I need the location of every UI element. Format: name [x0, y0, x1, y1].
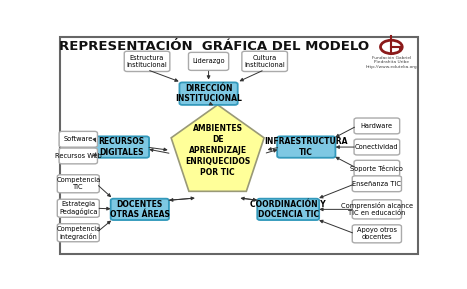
- FancyBboxPatch shape: [354, 139, 400, 155]
- Text: RECURSOS
DIGITALES: RECURSOS DIGITALES: [99, 137, 145, 157]
- Text: Apoyo otros
docentes: Apoyo otros docentes: [357, 227, 397, 240]
- FancyBboxPatch shape: [59, 148, 98, 164]
- Text: Competencia
TIC: Competencia TIC: [56, 177, 100, 190]
- Text: Estrategia
Pedagógica: Estrategia Pedagógica: [59, 201, 98, 215]
- FancyBboxPatch shape: [57, 175, 99, 193]
- FancyBboxPatch shape: [354, 118, 400, 134]
- Text: Comprensión alcance
TIC en educación: Comprensión alcance TIC en educación: [341, 202, 413, 216]
- Text: Competencia
integración: Competencia integración: [56, 226, 100, 240]
- FancyBboxPatch shape: [352, 200, 402, 219]
- FancyBboxPatch shape: [111, 199, 169, 220]
- Text: Fundación Gabriel
Piedrahita Uribe
http://www.eduteka.org: Fundación Gabriel Piedrahita Uribe http:…: [366, 56, 417, 69]
- Text: Conectividad: Conectividad: [355, 144, 399, 150]
- FancyBboxPatch shape: [277, 136, 335, 158]
- Text: INFRAESTRUCTURA
TIC: INFRAESTRUCTURA TIC: [264, 137, 348, 157]
- FancyBboxPatch shape: [352, 225, 402, 243]
- FancyBboxPatch shape: [242, 51, 288, 71]
- Text: COORDINACIÓN Y
DOCENCIA TIC: COORDINACIÓN Y DOCENCIA TIC: [250, 200, 326, 219]
- Text: Software: Software: [64, 136, 93, 142]
- Text: Hardware: Hardware: [361, 123, 393, 129]
- Text: Liderazgo: Liderazgo: [192, 58, 225, 64]
- Text: AMBIENTES
DE
APRENDIZAJE
ENRIQUECIDOS
POR TIC: AMBIENTES DE APRENDIZAJE ENRIQUECIDOS PO…: [185, 124, 250, 177]
- FancyBboxPatch shape: [257, 199, 319, 220]
- FancyBboxPatch shape: [94, 136, 149, 158]
- Text: Cultura
Institucional: Cultura Institucional: [244, 55, 285, 68]
- Text: DIRECCIÓN
INSTITUCIONAL: DIRECCIÓN INSTITUCIONAL: [175, 84, 242, 103]
- FancyBboxPatch shape: [189, 52, 229, 71]
- Polygon shape: [171, 105, 264, 191]
- FancyBboxPatch shape: [57, 199, 99, 217]
- FancyBboxPatch shape: [354, 160, 400, 176]
- FancyBboxPatch shape: [124, 51, 170, 71]
- FancyBboxPatch shape: [352, 176, 402, 192]
- Text: Enseñanza TIC: Enseñanza TIC: [353, 181, 401, 187]
- Text: REPRESENTACIÓN  GRÁFICA DEL MODELO: REPRESENTACIÓN GRÁFICA DEL MODELO: [59, 40, 369, 53]
- Text: Estructura
Institucional: Estructura Institucional: [127, 55, 168, 68]
- FancyBboxPatch shape: [179, 82, 238, 105]
- Text: Recursos Web: Recursos Web: [55, 153, 102, 159]
- Text: Soporte Técnico: Soporte Técnico: [350, 165, 403, 172]
- FancyBboxPatch shape: [57, 224, 99, 242]
- FancyBboxPatch shape: [59, 131, 98, 147]
- Text: DOCENTES
OTRAS ÁREAS: DOCENTES OTRAS ÁREAS: [110, 200, 170, 219]
